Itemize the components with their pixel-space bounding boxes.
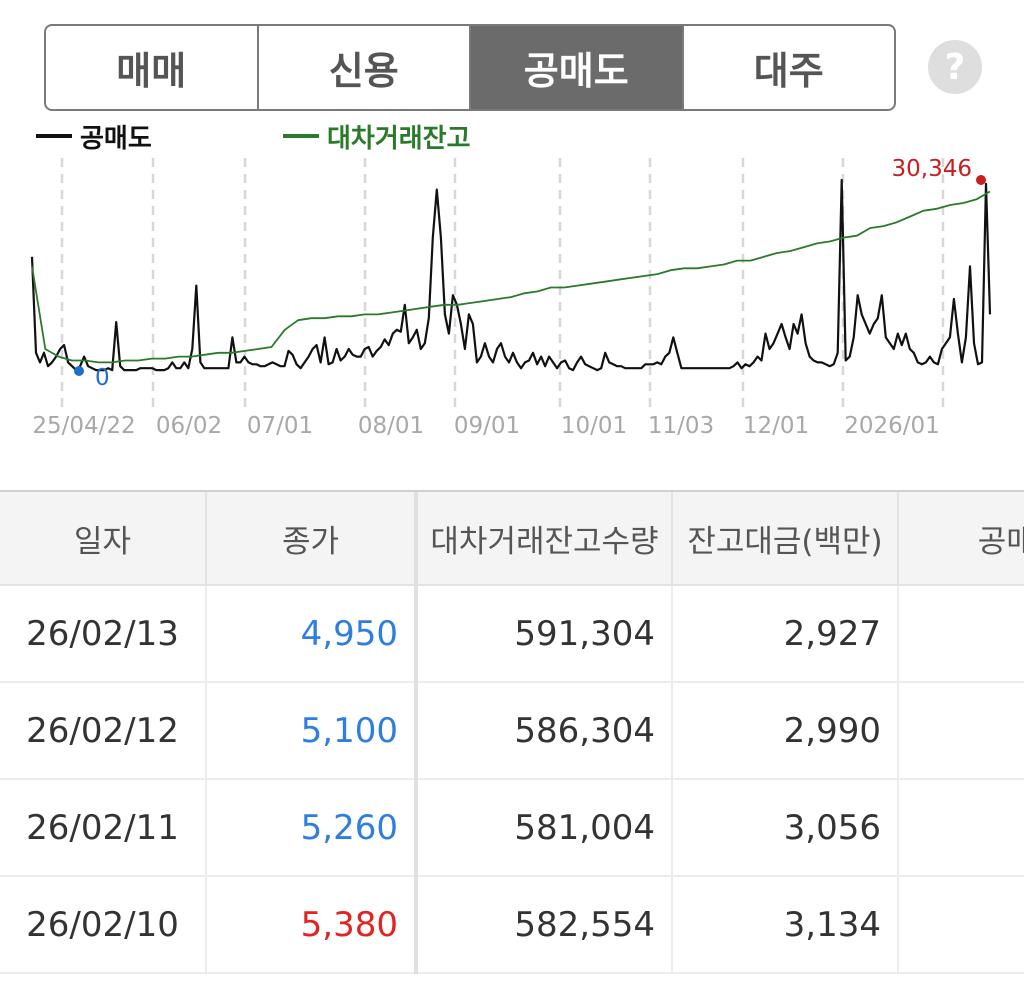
category-tabs: 매매 신용 공매도 대주 [44, 24, 896, 111]
max-point-marker [976, 175, 986, 185]
legend-label-short-selling: 공매도 [80, 123, 152, 154]
cell-date: 26/02/11 [0, 779, 207, 877]
min-point-marker [74, 366, 84, 376]
legend-swatch-black [36, 134, 72, 138]
help-icon[interactable]: ? [928, 40, 982, 94]
tab-stock-lending[interactable]: 대주 [753, 49, 824, 93]
x-tick-label: 08/01 [358, 413, 424, 439]
x-tick-label: 12/01 [743, 413, 809, 439]
legend-short-selling: 공매도 [36, 118, 152, 154]
x-tick-label: 10/01 [561, 413, 627, 439]
cell-lending-qty: 586,304 [416, 682, 673, 780]
cell-short-qty: 30,3 [898, 779, 1024, 877]
cell-close: 5,100 [206, 682, 418, 780]
x-tick-label: 2026/01 [844, 413, 940, 439]
min-value-label: 0 [95, 365, 110, 391]
series-line-lending-balance [31, 190, 991, 364]
cell-close: 5,260 [206, 779, 418, 877]
cell-date: 26/02/13 [0, 585, 207, 683]
cell-balance-amount: 3,056 [672, 779, 899, 877]
line-chart: 25/04/22 06/02 07/01 08/01 09/01 10/01 11/03 12… [30, 156, 992, 439]
cell-date: 26/02/10 [0, 876, 207, 974]
data-table: 일자 종가 대차거래잔고수량 잔고대금(백만) 공매도수량 26/02/134,… [0, 490, 1024, 987]
legend-swatch-green [283, 134, 319, 138]
col-header-close[interactable]: 종가 [206, 492, 418, 586]
cell-lending-qty: 582,554 [416, 876, 673, 974]
chart-grid [60, 158, 945, 412]
cell-short-qty: 20,0 [898, 682, 1024, 780]
col-header-date[interactable]: 일자 [0, 492, 207, 586]
cell-lending-qty: 591,304 [416, 585, 673, 683]
cell-date: 26/02/12 [0, 682, 207, 780]
cell-lending-qty: 581,004 [416, 779, 673, 877]
series-line-short-selling [30, 178, 992, 372]
tab-trading[interactable]: 매매 [46, 26, 259, 109]
legend-lending-balance: 대차거래잔고 [283, 118, 471, 154]
tab-credit[interactable]: 신용 [259, 26, 471, 109]
x-tick-label: 07/01 [247, 413, 313, 439]
cell-close: 4,950 [206, 585, 418, 683]
x-tick-label: 06/02 [156, 413, 222, 439]
cell-close: 5,380 [206, 876, 418, 974]
max-value-label: 30,346 [892, 156, 972, 182]
legend-label-lending-balance: 대차거래잔고 [327, 123, 471, 154]
chart-markers: 30,346 0 [74, 156, 986, 391]
tab-short-selling[interactable]: 공매도 [471, 26, 684, 109]
chart-x-axis: 25/04/22 06/02 07/01 08/01 09/01 10/01 11/03 12… [32, 413, 939, 439]
col-header-short-qty[interactable]: 공매도수량 [898, 492, 1024, 586]
cell-balance-amount: 2,927 [672, 585, 899, 683]
col-header-balance-amount[interactable]: 잔고대금(백만) [672, 492, 899, 586]
cell-balance-amount: 3,134 [672, 876, 899, 974]
col-header-lending-qty[interactable]: 대차거래잔고수량 [416, 492, 673, 586]
x-tick-label: 09/01 [454, 413, 520, 439]
chart-series [30, 178, 992, 372]
x-tick-label: 11/03 [648, 413, 714, 439]
x-tick-label: 25/04/22 [32, 413, 135, 439]
cell-balance-amount: 2,990 [672, 682, 899, 780]
table-header-row: 일자 종가 대차거래잔고수량 잔고대금(백만) 공매도수량 [0, 492, 1024, 586]
cell-short-qty: 4,4 [898, 876, 1024, 974]
cell-short-qty: 10,3 [898, 585, 1024, 683]
